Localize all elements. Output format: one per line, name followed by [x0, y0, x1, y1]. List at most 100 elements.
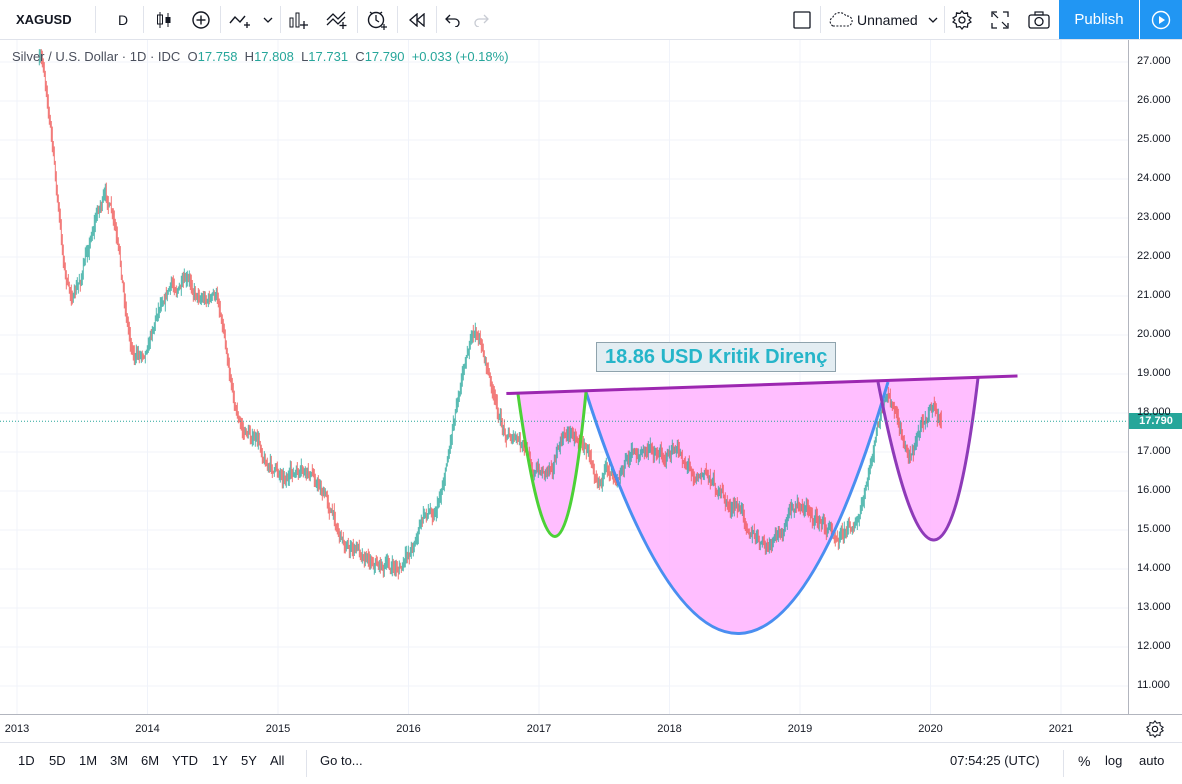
interval-button[interactable]: D — [117, 11, 129, 28]
gear-icon — [1146, 719, 1164, 738]
price-tick: 18.000 — [1137, 406, 1171, 418]
price-tick: 14.000 — [1137, 562, 1171, 574]
chevron-down-icon[interactable] — [259, 0, 277, 39]
financials-icon[interactable] — [283, 0, 315, 39]
cloud-icon — [829, 11, 853, 27]
legend-low: 17.731 — [308, 49, 349, 64]
publish-button[interactable]: Publish — [1059, 0, 1139, 39]
price-tick: 19.000 — [1137, 367, 1171, 379]
resistance-line — [506, 374, 1018, 395]
price-tick: 13.000 — [1137, 601, 1171, 613]
range-button-1y[interactable]: 1Y — [212, 753, 228, 768]
price-tick: 15.000 — [1137, 523, 1171, 535]
price-chart[interactable] — [0, 40, 1128, 714]
replay-icon[interactable] — [401, 0, 433, 39]
gear-icon[interactable] — [948, 0, 976, 39]
handle-fill — [878, 378, 978, 541]
price-axis[interactable]: 17.790 27.000 26.000 25.000 24.000 23.000 22.… — [1128, 40, 1182, 714]
play-button[interactable] — [1140, 0, 1182, 39]
log-toggle[interactable]: log — [1105, 753, 1123, 768]
current-price-label: 17.790 — [1129, 413, 1182, 430]
legend-close: 17.790 — [364, 49, 405, 64]
toolbar-divider — [220, 6, 221, 33]
layout-name-button[interactable]: Unnamed — [826, 0, 942, 39]
legend-high-key: H — [244, 49, 255, 64]
time-tick: 2020 — [918, 723, 943, 735]
handle-curve — [876, 377, 980, 542]
small-cup-curve — [516, 391, 588, 538]
play-icon — [1151, 10, 1171, 29]
time-tick: 2019 — [787, 723, 813, 735]
range-button-5y[interactable]: 5Y — [241, 753, 257, 768]
time-tick: 2013 — [4, 723, 30, 735]
price-tick: 26.000 — [1137, 94, 1171, 106]
range-button-ytd[interactable]: YTD — [172, 753, 198, 768]
price-tick: 16.000 — [1137, 484, 1171, 496]
toolbar-divider — [143, 6, 144, 33]
candles — [38, 49, 942, 580]
range-button-1d[interactable]: 1D — [18, 753, 35, 768]
range-button-3m[interactable]: 3M — [110, 753, 129, 768]
undo-icon[interactable] — [440, 0, 466, 39]
price-tick: 25.000 — [1137, 133, 1171, 145]
toolbar-divider — [357, 6, 358, 33]
price-tick: 22.000 — [1137, 250, 1171, 262]
fullscreen-icon[interactable] — [986, 0, 1014, 39]
cup-curve — [584, 381, 890, 635]
indicators-icon[interactable] — [225, 0, 255, 39]
toolbar-divider — [1063, 750, 1064, 777]
symbol-search-button[interactable]: XAGUSD — [16, 12, 72, 27]
time-axis[interactable]: 2013 2014 2015 2016 2017 2018 2019 2020 2021 — [0, 714, 1128, 742]
time-tick: 2016 — [396, 723, 421, 735]
goto-button[interactable]: Go to... — [320, 753, 363, 768]
price-tick: 23.000 — [1137, 211, 1171, 223]
time-tick: 2017 — [526, 723, 552, 735]
price-tick: 27.000 — [1137, 55, 1171, 67]
add-indicator-icon[interactable] — [185, 0, 217, 39]
camera-icon[interactable] — [1024, 0, 1054, 39]
time-tick: 2015 — [265, 723, 291, 735]
axis-settings-button[interactable] — [1128, 714, 1182, 742]
toolbar-divider — [306, 750, 307, 777]
bottom-toolbar: 1D 5D 1M 3M 6M YTD 1Y 5Y All Go to... 07:54:25 (… — [0, 742, 1182, 784]
range-button-all[interactable]: All — [270, 753, 285, 768]
price-tick: 17.000 — [1137, 445, 1171, 457]
toolbar-divider — [944, 6, 945, 33]
range-button-5d[interactable]: 5D — [49, 753, 66, 768]
redo-icon[interactable] — [468, 0, 494, 39]
auto-toggle[interactable]: auto — [1139, 753, 1165, 768]
toolbar-divider — [95, 6, 96, 33]
price-tick: 12.000 — [1137, 640, 1171, 652]
series-legend[interactable]: Silver / U.S. Dollar · 1D · IDC O17.758 … — [12, 49, 509, 64]
layout-name-label: Unnamed — [857, 11, 918, 28]
time-tick: 2021 — [1048, 723, 1074, 735]
range-button-6m[interactable]: 6M — [141, 753, 160, 768]
legend-high: 17.808 — [254, 49, 294, 64]
clock: 07:54:25 (UTC) — [950, 753, 1040, 768]
pattern-drawings — [506, 374, 1018, 635]
toolbar-divider — [280, 6, 281, 33]
price-tick: 24.000 — [1137, 172, 1171, 184]
percent-toggle[interactable]: % — [1078, 753, 1091, 769]
time-tick: 2014 — [135, 723, 160, 735]
price-tick: 20.000 — [1137, 328, 1171, 340]
chart-pane[interactable] — [0, 40, 1128, 714]
toolbar-divider — [436, 6, 437, 33]
candles-icon[interactable] — [148, 0, 180, 39]
toolbar-divider — [820, 6, 821, 33]
select-layout-icon[interactable] — [788, 0, 816, 39]
legend-low-key: L — [301, 49, 309, 64]
legend-title: Silver / U.S. Dollar · 1D · IDC — [12, 49, 181, 64]
legend-open-key: O — [187, 49, 198, 64]
legend-change: +0.033 (+0.18%) — [411, 49, 509, 64]
compare-icon[interactable] — [321, 0, 353, 39]
alert-clock-icon[interactable] — [361, 0, 393, 39]
range-button-1m[interactable]: 1M — [79, 753, 98, 768]
legend-open: 17.758 — [197, 49, 238, 64]
toolbar-divider — [397, 6, 398, 33]
price-tick: 21.000 — [1137, 289, 1171, 301]
resistance-annotation[interactable]: 18.86 USD Kritik Direnç — [596, 342, 837, 372]
chevron-down-icon — [928, 17, 938, 23]
top-toolbar: XAGUSD D Unnamed — [0, 0, 1182, 40]
price-tick: 11.000 — [1137, 679, 1170, 691]
